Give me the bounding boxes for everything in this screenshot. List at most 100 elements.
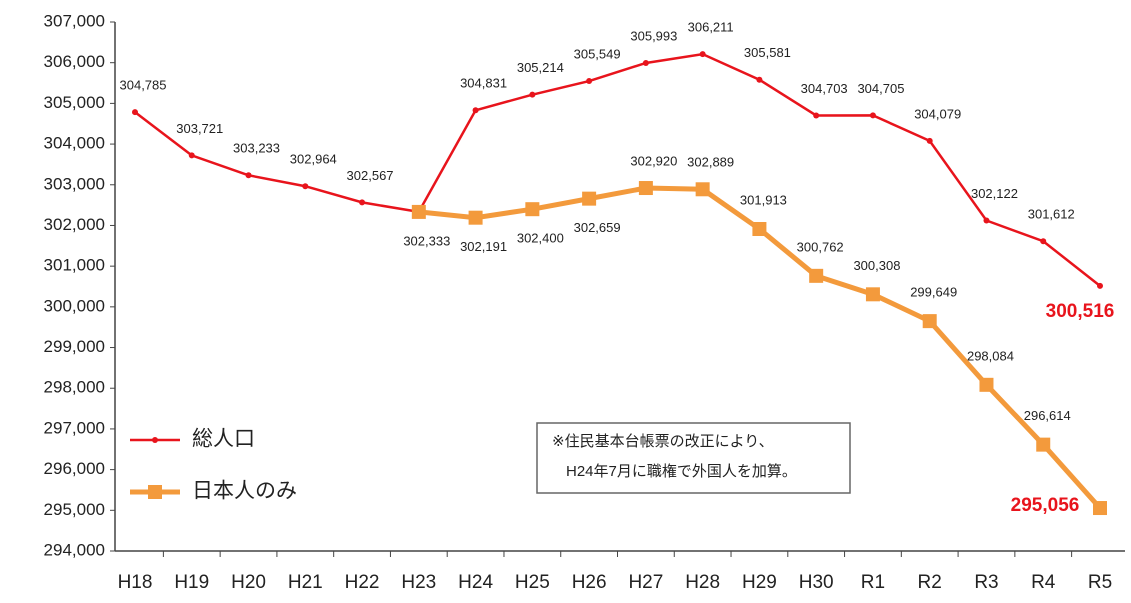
data-label: 305,549 [574,46,621,61]
data-label: 302,920 [630,153,677,168]
y-tick-label: 299,000 [44,337,105,356]
data-label: 302,122 [971,186,1018,201]
data-label: 303,721 [176,121,223,136]
marker [302,183,309,190]
data-label: 305,993 [630,28,677,43]
y-tick-label: 294,000 [44,540,105,559]
x-tick-label: H19 [174,572,209,593]
legend-marker [148,485,162,499]
marker [472,107,479,114]
data-label: 304,703 [801,81,848,96]
data-label: 300,762 [797,239,844,254]
data-label: 304,079 [914,106,961,121]
y-tick-label: 301,000 [44,256,105,275]
x-tick-label: H23 [401,572,436,593]
data-label: 296,614 [1024,408,1071,423]
data-label: 302,964 [290,152,337,167]
x-tick-label: H22 [345,572,380,593]
marker [1097,282,1103,289]
y-tick-label: 300,000 [44,296,105,315]
marker [695,182,710,197]
x-tick-label: H29 [742,572,777,593]
marker [922,314,937,329]
marker [1040,238,1047,245]
marker [979,377,994,392]
x-tick-label: H26 [572,572,607,593]
marker [188,152,195,159]
marker [1093,501,1107,516]
marker [582,191,597,206]
x-tick-label: R2 [918,572,942,593]
x-tick-label: H27 [628,572,663,593]
marker [468,210,483,225]
data-label: 304,785 [120,78,167,93]
marker [926,137,933,144]
x-tick-label: H18 [118,572,153,593]
x-tick-label: H24 [458,572,493,593]
annotation-box [536,422,851,494]
marker [245,172,252,179]
marker [525,202,540,217]
data-label: 295,056 [1011,495,1080,516]
marker [865,287,880,302]
data-label: 300,516 [1046,301,1115,322]
x-tick-label: R5 [1088,572,1112,593]
annotation: H24年7月に職権で外国人を加算。 [566,462,797,480]
y-tick-label: 297,000 [44,418,105,437]
marker [529,91,536,98]
marker [756,76,763,83]
marker [132,109,138,116]
marker [359,199,366,206]
data-label: 301,913 [740,192,787,207]
data-label: 305,581 [744,45,791,60]
y-tick-label: 295,000 [44,500,105,519]
x-tick-label: H28 [685,572,720,593]
data-label: 304,831 [460,76,507,91]
data-label: 302,191 [460,239,507,254]
x-tick-label: H30 [799,572,834,593]
data-label: 304,705 [857,81,904,96]
data-label: 301,612 [1028,207,1075,222]
data-label: 300,308 [853,258,900,273]
legend-label: 日本人のみ [192,480,297,503]
data-label: 305,214 [517,60,564,75]
y-tick-label: 303,000 [44,174,105,193]
data-label: 306,211 [688,20,734,35]
marker [699,51,706,58]
y-tick-label: 306,000 [44,52,105,71]
y-tick-label: 298,000 [44,378,105,397]
marker [813,112,820,119]
marker [983,217,990,224]
marker [1036,437,1051,452]
data-label: 302,659 [574,220,621,235]
data-label: 302,333 [403,233,450,248]
marker [411,204,426,219]
x-tick-label: R1 [861,572,885,593]
x-tick-label: H21 [288,572,323,593]
data-label: 302,400 [517,231,564,246]
legend-marker [152,437,158,443]
marker [809,268,824,283]
marker [642,59,649,66]
annotation: ※住民基本台帳票の改正により、 [552,433,774,450]
legend-label: 総人口 [192,428,255,451]
data-label: 302,567 [347,168,394,183]
data-label: 302,889 [687,155,734,170]
marker [752,222,767,237]
data-label: 299,649 [910,285,957,300]
x-tick-label: R3 [974,572,998,593]
y-tick-label: 304,000 [44,134,105,153]
marker [586,78,593,85]
marker [638,181,653,196]
y-tick-label: 307,000 [44,11,105,30]
marker [869,112,876,119]
data-label: 298,084 [967,348,1014,363]
data-label: 303,233 [233,141,280,156]
x-tick-label: H20 [231,572,266,593]
x-tick-label: R4 [1031,572,1056,593]
series-line [134,52,1101,287]
y-tick-label: 296,000 [44,459,105,478]
y-tick-label: 302,000 [44,215,105,234]
y-tick-label: 305,000 [44,93,105,112]
